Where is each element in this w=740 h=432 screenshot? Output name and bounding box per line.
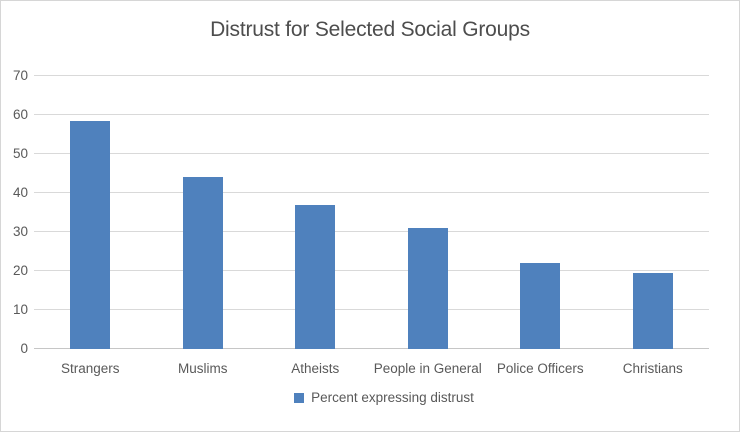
y-axis-label: 30 xyxy=(12,224,28,239)
plot-area xyxy=(34,75,709,349)
bar-muslims xyxy=(182,177,223,349)
gridline xyxy=(34,231,709,232)
gridline xyxy=(34,270,709,271)
gridline xyxy=(34,192,709,193)
x-axis-label: Muslims xyxy=(178,361,228,376)
legend-swatch-icon xyxy=(294,392,305,403)
x-axis-label: Atheists xyxy=(291,361,340,376)
y-axis-label: 50 xyxy=(12,146,28,161)
bar-strangers xyxy=(70,120,111,349)
bar-christians xyxy=(632,272,673,349)
bar-atheists xyxy=(295,204,336,349)
y-axis-label: 0 xyxy=(20,341,28,356)
x-axis-label: Christians xyxy=(622,361,683,376)
legend-label: Percent expressing distrust xyxy=(311,390,474,405)
y-axis-label: 40 xyxy=(12,185,28,200)
x-axis-label: Police Officers xyxy=(496,361,584,376)
gridline xyxy=(34,309,709,310)
gridline xyxy=(34,75,709,76)
chart-title: Distrust for Selected Social Groups xyxy=(210,18,530,41)
y-axis-label: 20 xyxy=(12,263,28,278)
x-axis-line xyxy=(34,348,709,349)
gridline xyxy=(34,153,709,154)
bar-police-officers xyxy=(520,263,561,349)
y-axis-label: 60 xyxy=(12,107,28,122)
y-axis-label: 10 xyxy=(12,302,28,317)
x-axis-label: Strangers xyxy=(60,361,120,376)
bar-people-in-general xyxy=(407,228,448,349)
y-axis-label: 70 xyxy=(12,68,28,83)
gridline xyxy=(34,114,709,115)
x-axis-label: People in General xyxy=(373,361,482,376)
legend: Percent expressing distrust xyxy=(15,390,739,405)
